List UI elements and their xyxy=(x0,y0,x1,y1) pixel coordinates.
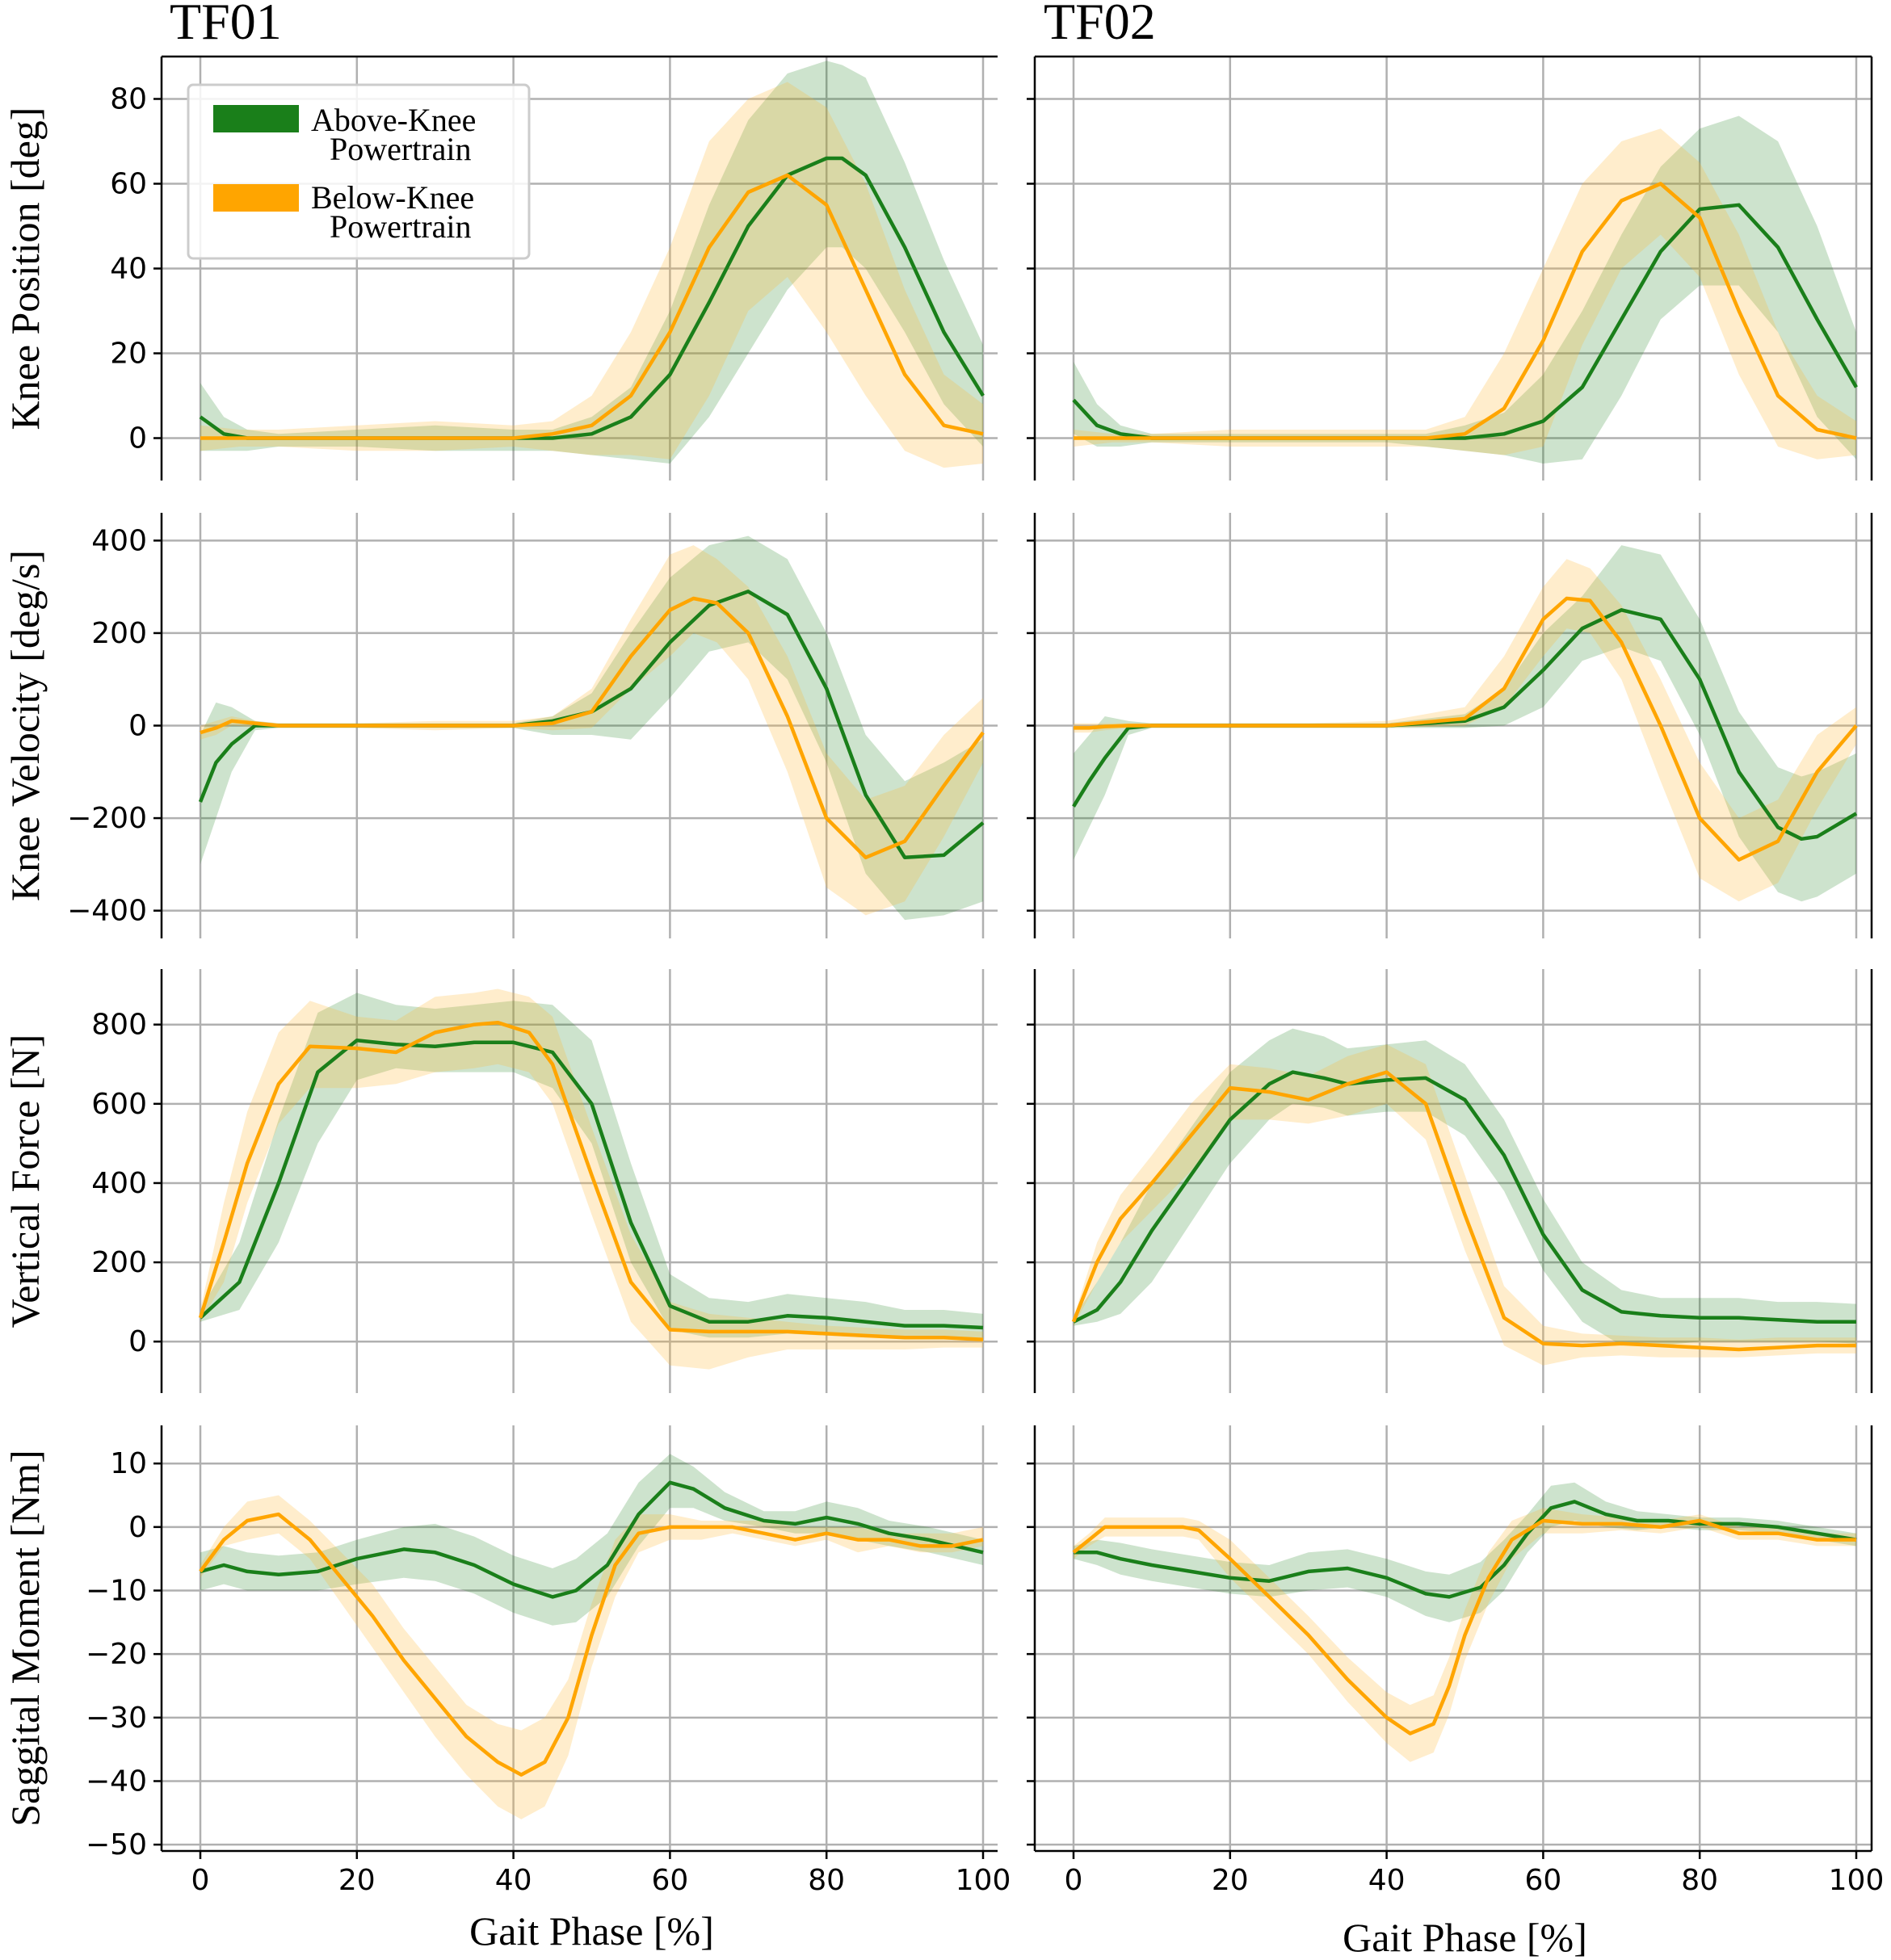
y-tick-label: 0 xyxy=(128,1511,147,1544)
above-band xyxy=(1074,545,1856,902)
above-band xyxy=(200,61,983,464)
x-tick-label: 100 xyxy=(1829,1864,1885,1897)
panel-tf01-row3: 0 200 400 600 800 Vertical Force [N] xyxy=(2,969,998,1393)
above-series-line xyxy=(1072,608,1858,841)
below-series-line xyxy=(200,173,984,440)
above-band xyxy=(200,993,983,1340)
above-band xyxy=(1074,1482,1856,1622)
y-tick-label: 800 xyxy=(91,1009,147,1042)
above-band xyxy=(200,535,983,921)
above-series-line xyxy=(199,1039,984,1330)
y-tick-label: −30 xyxy=(86,1702,147,1735)
legend-below-swatch xyxy=(213,184,299,212)
y-tick-label: −20 xyxy=(86,1638,147,1671)
below-band xyxy=(1074,559,1856,902)
x-tick-label: 60 xyxy=(651,1864,688,1897)
plot-area xyxy=(199,61,985,468)
below-series-line xyxy=(1074,182,1857,440)
plot-area xyxy=(198,535,985,921)
x-tick-label: 80 xyxy=(1681,1864,1718,1897)
y-axis-label: Knee Velocity [deg/s] xyxy=(2,550,48,901)
x-tick-label: 80 xyxy=(808,1864,845,1897)
legend-below-line1: Below-Knee xyxy=(311,179,474,216)
y-tick-label: 400 xyxy=(91,524,147,557)
y-tick-label: 400 xyxy=(91,1167,147,1200)
plot-area xyxy=(198,988,984,1370)
plot-area xyxy=(1072,1482,1857,1762)
plot-area xyxy=(199,1454,984,1819)
above-series-line xyxy=(1072,1070,1856,1324)
above-band xyxy=(1074,1028,1856,1346)
below-series-line xyxy=(198,1020,984,1342)
x-tick-label: 20 xyxy=(1212,1864,1249,1897)
below-series-line xyxy=(199,1512,984,1777)
x-tick-label: 0 xyxy=(191,1864,210,1897)
panel-tf01-row2: −400 −200 0 200 400 Knee Velocity [deg/s] xyxy=(2,513,998,938)
x-tick-label: 0 xyxy=(1065,1864,1083,1897)
below-band xyxy=(200,82,983,468)
x-tick-label: 40 xyxy=(495,1864,532,1897)
y-tick-label: 80 xyxy=(110,83,147,116)
plot-area xyxy=(1072,115,1858,464)
below-band xyxy=(200,1495,983,1819)
y-tick-label: −400 xyxy=(67,895,147,928)
y-tick-label: −50 xyxy=(86,1828,147,1861)
x-tick-label: 60 xyxy=(1524,1864,1561,1897)
above-series-line xyxy=(198,590,985,860)
legend-below-line2: Powertrain xyxy=(330,208,472,245)
y-tick-label: 60 xyxy=(110,168,147,201)
below-series-line xyxy=(1071,1070,1856,1352)
y-tick-label: 20 xyxy=(110,338,147,371)
y-tick-label: 0 xyxy=(128,710,147,743)
plot-area xyxy=(1072,545,1858,902)
legend: Above-Knee Powertrain Below-Knee Powertr… xyxy=(187,83,531,260)
x-tick-label: 100 xyxy=(956,1864,1011,1897)
legend-above-line2: Powertrain xyxy=(330,131,472,167)
panel-tf02-row2 xyxy=(1027,513,1873,938)
x-tick-label: 40 xyxy=(1368,1864,1406,1897)
panel-tf02-row1 xyxy=(1027,55,1873,481)
above-band xyxy=(1074,115,1856,464)
x-axis-label: Gait Phase [%] xyxy=(469,1908,714,1954)
below-series-line xyxy=(200,596,985,860)
y-axis-label: Saggital Moment [Nm] xyxy=(2,1450,48,1827)
y-tick-label: 600 xyxy=(91,1088,147,1121)
y-axis-label: Vertical Force [N] xyxy=(2,1035,48,1328)
below-band xyxy=(200,545,983,916)
above-series-line xyxy=(200,1480,984,1599)
panel-tf02-row3 xyxy=(1027,969,1873,1393)
y-axis-label: Knee Position [deg] xyxy=(2,107,48,430)
below-series-line xyxy=(1072,1518,1856,1735)
below-band xyxy=(1074,128,1856,460)
y-tick-label: 200 xyxy=(91,617,147,650)
y-tick-label: −200 xyxy=(67,802,147,835)
y-tick-label: 10 xyxy=(110,1447,147,1480)
panel-tf02-row4: 0 20 40 60 80 100 Gait Phase [%] xyxy=(1027,1425,1884,1960)
above-band xyxy=(200,1454,983,1626)
legend-above-swatch xyxy=(213,105,299,132)
column-title-tf01: TF01 xyxy=(170,0,282,50)
below-band xyxy=(1074,1044,1856,1366)
y-tick-label: 0 xyxy=(128,1325,147,1358)
y-tick-label: 0 xyxy=(128,422,147,455)
above-series-line xyxy=(1074,1500,1857,1599)
column-title-tf02: TF02 xyxy=(1044,0,1156,50)
y-tick-label: −40 xyxy=(86,1765,147,1798)
y-tick-label: −10 xyxy=(86,1575,147,1608)
below-series-line xyxy=(1074,596,1858,862)
y-tick-label: 200 xyxy=(91,1246,147,1279)
x-axis-label: Gait Phase [%] xyxy=(1343,1915,1587,1960)
x-tick-label: 20 xyxy=(338,1864,376,1897)
y-tick-label: 40 xyxy=(110,253,147,286)
plot-area xyxy=(1071,1028,1856,1366)
legend-above-line1: Above-Knee xyxy=(311,102,476,138)
